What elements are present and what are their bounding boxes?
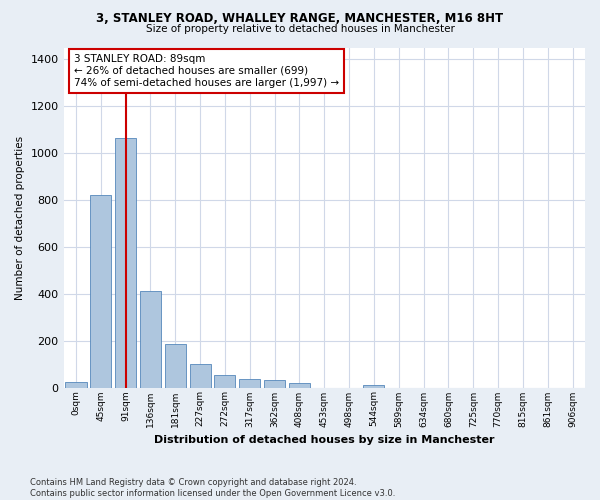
Bar (364, 384, 385, 388)
Text: 3, STANLEY ROAD, WHALLEY RANGE, MANCHESTER, M16 8HT: 3, STANLEY ROAD, WHALLEY RANGE, MANCHEST… (97, 12, 503, 26)
Text: 3 STANLEY ROAD: 89sqm
← 26% of detached houses are smaller (699)
74% of semi-det: 3 STANLEY ROAD: 89sqm ← 26% of detached … (74, 54, 339, 88)
Bar (214, 374, 235, 388)
Bar (90, 195, 112, 388)
Bar (115, 138, 136, 388)
Bar (289, 383, 310, 388)
Bar (165, 344, 186, 388)
Y-axis label: Number of detached properties: Number of detached properties (15, 136, 25, 300)
Text: Contains HM Land Registry data © Crown copyright and database right 2024.
Contai: Contains HM Land Registry data © Crown c… (30, 478, 395, 498)
Bar (190, 364, 211, 388)
Bar (264, 380, 285, 388)
Bar (140, 292, 161, 388)
Bar (65, 382, 86, 388)
X-axis label: Distribution of detached houses by size in Manchester: Distribution of detached houses by size … (154, 435, 494, 445)
Bar (239, 380, 260, 388)
Text: Size of property relative to detached houses in Manchester: Size of property relative to detached ho… (146, 24, 454, 34)
